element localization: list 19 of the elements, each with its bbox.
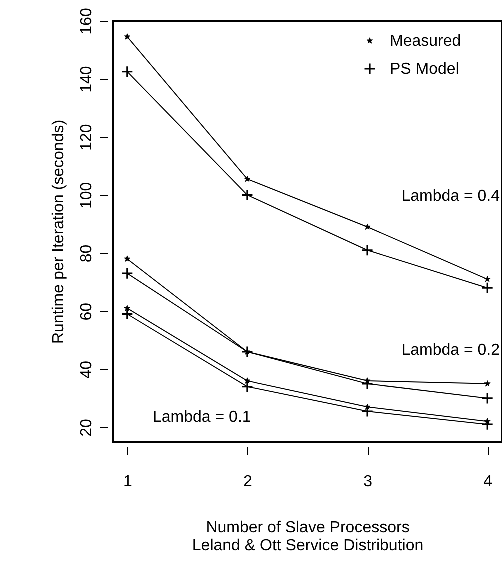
y-tick-label: 20 xyxy=(78,418,96,437)
y-tick-label: 60 xyxy=(78,302,96,321)
y-tick-label: 120 xyxy=(78,124,96,151)
annotation: Lambda = 0.1 xyxy=(153,409,252,426)
legend-label: PS Model xyxy=(390,61,460,78)
legend-label: Measured xyxy=(390,33,462,50)
annotation: Lambda = 0.4 xyxy=(402,188,500,205)
y-tick-label: 40 xyxy=(78,360,96,379)
x-tick-label: 4 xyxy=(484,474,493,490)
y-tick-label: 140 xyxy=(78,66,96,93)
y-axis-title: Runtime per Iteration (seconds) xyxy=(50,120,68,344)
x-tick-label: 1 xyxy=(123,474,132,490)
x-tick-label: 3 xyxy=(364,474,373,490)
x-tick-label: 2 xyxy=(244,474,253,490)
y-tick-label: 80 xyxy=(78,244,96,263)
y-tick-label: 100 xyxy=(78,182,96,210)
x-axis-title: Number of Slave Processors Leland & Ott Service Distribution xyxy=(192,520,424,554)
y-tick-label: 160 xyxy=(78,8,96,35)
annotation: Lambda = 0.2 xyxy=(402,342,500,359)
